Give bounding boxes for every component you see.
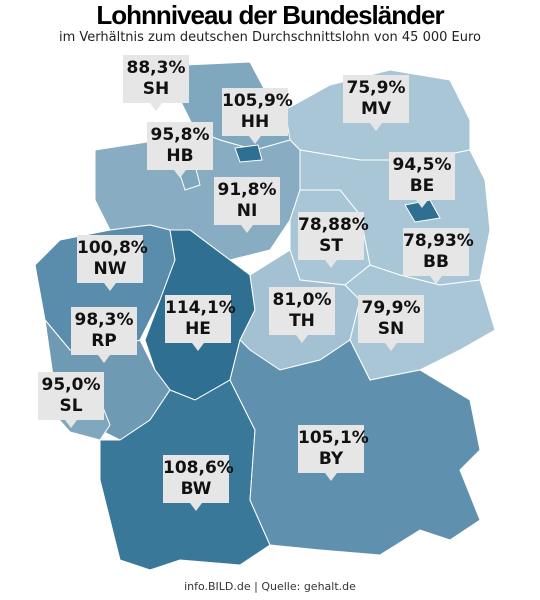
region-value: 79,9%	[361, 298, 421, 318]
title: Lohnniveau der Bundesländer	[96, 0, 444, 30]
state-hh	[234, 144, 263, 163]
region-label: 108,6% BW	[163, 455, 234, 511]
region-code: BW	[180, 479, 212, 499]
region-value: 81,0%	[272, 290, 332, 310]
region-label: 95,0% SL	[38, 372, 104, 428]
region-code: ST	[319, 236, 343, 256]
footer: info.BILD.de | Quelle: gehalt.de	[184, 580, 356, 593]
region-label: 88,3% SH	[123, 55, 189, 111]
region-value: 100,8%	[77, 238, 148, 258]
region-value: 78,93%	[403, 231, 474, 251]
region-label: 105,1% BY	[298, 425, 369, 481]
region-code: SL	[59, 396, 83, 416]
region-value: 78,88%	[298, 215, 369, 235]
region-value: 75,9%	[346, 78, 406, 98]
region-value: 108,6%	[163, 458, 234, 478]
region-code: MV	[360, 99, 392, 119]
region-label: 94,5% BE	[389, 152, 455, 208]
region-code: SH	[142, 79, 170, 99]
region-code: NI	[236, 201, 258, 221]
region-code: SN	[377, 319, 405, 339]
region-code: HH	[240, 112, 270, 132]
region-label: 81,0% TH	[269, 287, 335, 343]
region-label: 78,93% BB	[403, 228, 474, 284]
region-code: BE	[409, 176, 435, 196]
region-code: TH	[289, 311, 315, 331]
region-value: 105,9%	[222, 91, 293, 111]
region-label: 78,88% ST	[298, 212, 369, 268]
region-code: NW	[93, 259, 127, 279]
region-label: 79,9% SN	[358, 295, 424, 351]
region-code: RP	[91, 331, 117, 351]
subtitle: im Verhältnis zum deutschen Durchschnitt…	[58, 30, 481, 45]
region-label: 95,8% HB	[147, 122, 213, 178]
region-value: 95,0%	[41, 375, 101, 395]
region-label: 91,8% NI	[214, 177, 280, 233]
region-value: 105,1%	[298, 428, 369, 448]
region-code: BY	[318, 449, 344, 469]
region-label: 98,3% RP	[71, 307, 137, 363]
region-code: HB	[166, 146, 194, 166]
region-value: 98,3%	[74, 310, 134, 330]
region-label: 75,9% MV	[343, 75, 409, 131]
region-value: 114,1%	[165, 298, 236, 318]
region-value: 94,5%	[392, 155, 452, 175]
region-label: 114,1% HE	[165, 295, 236, 351]
region-code: BB	[423, 252, 449, 272]
region-value: 88,3%	[126, 58, 186, 78]
region-label: 105,9% HH	[222, 88, 293, 144]
region-value: 91,8%	[217, 180, 277, 200]
region-value: 95,8%	[150, 125, 210, 145]
region-code: HE	[185, 319, 211, 339]
region-label: 100,8% NW	[77, 235, 148, 291]
